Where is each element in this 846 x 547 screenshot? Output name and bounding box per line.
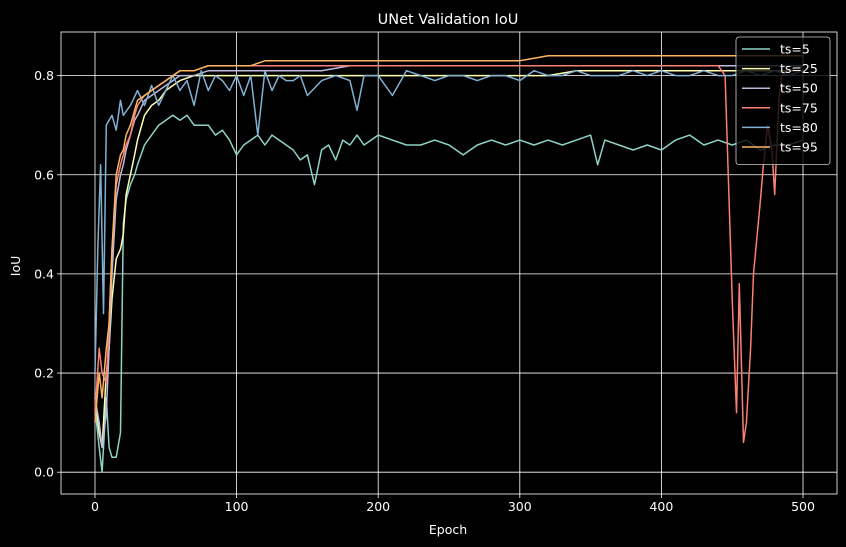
chart-title: UNet Validation IoU [378,12,519,28]
y-tick-label: 0.2 [34,366,54,381]
y-axis-title: IoU [8,256,23,276]
x-axis-title: Epoch [429,522,467,537]
y-tick-label: 0.8 [34,68,54,83]
y-tick-label: 0.4 [34,266,54,281]
legend: ts=5 ts=25 ts=50 ts=75 ts=80 ts=95 [735,36,831,165]
x-tick-label: 200 [366,499,390,514]
series-line-ts-95 [94,55,803,423]
series-line-ts-25 [94,69,803,449]
x-tick-label: 0 [91,499,99,514]
legend-label: ts=75 [780,100,818,115]
legend-label: ts=5 [780,42,810,57]
plot-frame [60,31,838,495]
legend-label: ts=95 [780,140,818,155]
y-tick-label: 0.0 [34,465,54,480]
series-lines [94,55,804,473]
x-tick-label: 100 [225,499,249,514]
series-line-ts-75 [94,64,804,444]
x-tick-label: 300 [508,499,532,514]
axis-ticks: 0 100 200 300 400 500 0.0 0.2 0.4 0.6 0.8 [34,68,815,514]
legend-label: ts=50 [780,81,818,96]
y-tick-label: 0.6 [34,167,54,182]
series-line-ts-5 [94,114,804,473]
x-tick-label: 500 [791,499,815,514]
series-line-ts-80 [94,69,804,374]
legend-label: ts=80 [780,120,818,135]
legend-label: ts=25 [780,61,818,76]
x-tick-label: 400 [649,499,673,514]
